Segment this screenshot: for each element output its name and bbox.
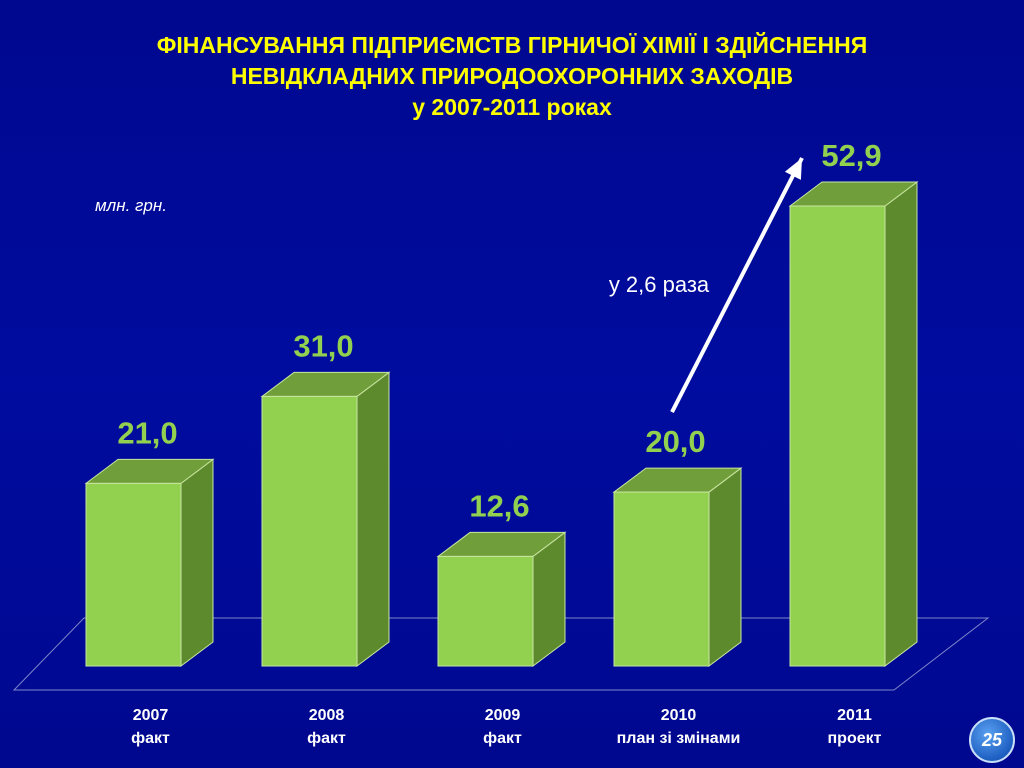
category-year-label: 2011 [837, 707, 872, 724]
bar [613, 491, 710, 667]
category-note-label: факт [307, 730, 346, 747]
growth-annotation: у 2,6 раза [609, 272, 710, 297]
title-line-1: ФІНАНСУВАННЯ ПІДПРИЄМСТВ ГІРНИЧОЇ ХІМІЇ … [156, 32, 868, 58]
bar [261, 395, 358, 667]
value-label: 21,0 [117, 415, 177, 450]
bar [85, 482, 182, 667]
category-note-label: план зі змінами [617, 730, 741, 747]
value-label: 31,0 [293, 328, 353, 363]
category-year-label: 2007 [133, 707, 169, 724]
value-label: 52,9 [821, 138, 881, 173]
bar-side [884, 181, 918, 667]
category-note-label: факт [131, 730, 170, 747]
bar [789, 205, 886, 667]
unit-label: млн. грн. [95, 196, 167, 215]
category-year-label: 2010 [661, 707, 697, 724]
page-number-badge: 25 [969, 717, 1015, 763]
bar-side [180, 458, 214, 667]
growth-arrow-line [670, 157, 804, 413]
category-year-label: 2009 [485, 707, 521, 724]
bar [437, 555, 534, 667]
title-line-3: у 2007-2011 роках [412, 94, 612, 120]
chart-floor [12, 617, 990, 691]
bar-side [708, 467, 742, 667]
category-note-label: проект [828, 730, 882, 747]
value-label: 20,0 [645, 424, 705, 459]
category-year-label: 2008 [309, 707, 345, 724]
bar-side [356, 371, 390, 667]
category-note-label: факт [483, 730, 522, 747]
title-line-2: НЕВІДКЛАДНИХ ПРИРОДООХОРОННИХ ЗАХОДІВ [230, 63, 794, 89]
value-label: 12,6 [469, 488, 529, 523]
growth-arrow-head [784, 158, 802, 180]
page-title: ФІНАНСУВАННЯ ПІДПРИЄМСТВ ГІРНИЧОЇ ХІМІЇ … [0, 30, 1024, 123]
